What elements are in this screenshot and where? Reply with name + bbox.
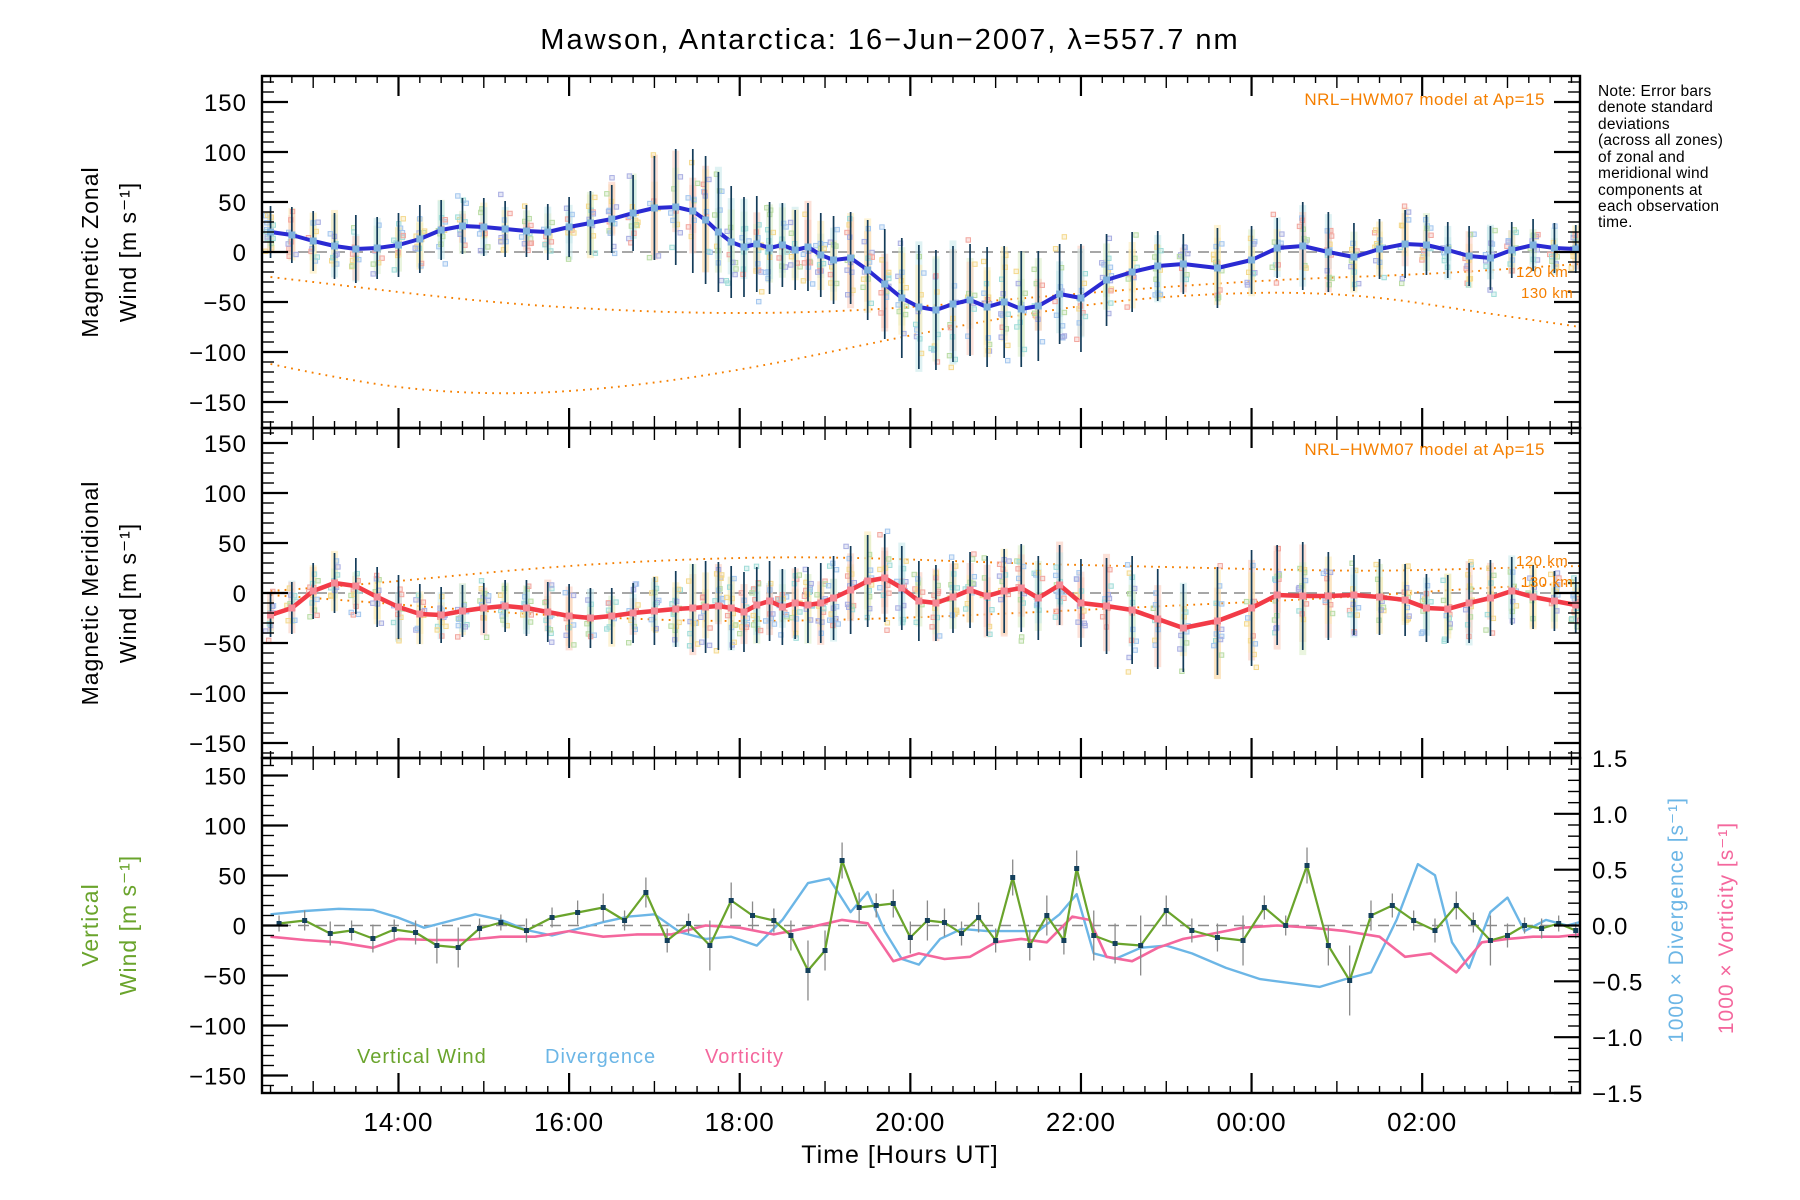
model-annotation-meridional: NRL−HWM07 model at Ap=15	[1304, 440, 1545, 459]
panel-1-content	[263, 149, 1579, 395]
tick-label: −1.0	[1592, 1025, 1643, 1052]
panel-2-content	[263, 528, 1579, 680]
tick-label: 02:00	[1387, 1107, 1457, 1137]
tick-label: 1.0	[1592, 802, 1628, 829]
panel-3-content	[263, 842, 1579, 1016]
legend-item-vertical-wind: Vertical Wind	[357, 1046, 487, 1068]
tick-label: −100	[189, 340, 247, 367]
tick-label: 14:00	[363, 1107, 433, 1137]
tick-label: 0	[233, 581, 247, 608]
tick-label: 1.5	[1592, 746, 1628, 773]
tick-label: 150	[204, 431, 247, 458]
tick-label: 100	[204, 481, 247, 508]
tick-label: 150	[204, 90, 247, 117]
tick-label: 100	[204, 140, 247, 167]
tick-label: 50	[218, 864, 247, 891]
right-axis-label-vorticity: 1000 × Vorticity [s⁻¹]	[1715, 821, 1738, 1035]
tick-label: −100	[189, 1014, 247, 1041]
meridional_model_120km-curve	[270, 556, 1579, 592]
tick-label: 150	[204, 764, 247, 791]
tick-label: −1.5	[1592, 1081, 1643, 1108]
legend-item-divergence: Divergence	[545, 1046, 657, 1068]
vorticity-line	[270, 915, 1579, 974]
tick-label: 0.5	[1592, 858, 1628, 885]
tick-label: −50	[203, 290, 247, 317]
model-altitude-label-zonal-130km: 130 km	[1521, 285, 1574, 302]
x-axis-label: Time [Hours UT]	[801, 1141, 999, 1169]
tick-label: 00:00	[1217, 1107, 1287, 1137]
note-text: Note: Error bars denote standard deviati…	[1598, 83, 1724, 232]
chart-title: Mawson, Antarctica: 16−Jun−2007, λ=557.7…	[540, 24, 1240, 56]
tick-label: 22:00	[1046, 1107, 1116, 1137]
tick-label: 100	[204, 814, 247, 841]
y-axis-label-vertical-line2: Wind [m s⁻¹]	[115, 854, 141, 996]
zonal-line	[270, 205, 1576, 312]
model-altitude-label-meridional-120km: 120 km	[1516, 553, 1569, 570]
tick-label: −0.5	[1592, 969, 1643, 996]
tick-label: −150	[189, 1064, 247, 1091]
tick-label: 16:00	[534, 1107, 604, 1137]
tick-label: 0.0	[1592, 914, 1628, 941]
model-altitude-label-meridional-130km: 130 km	[1521, 574, 1574, 591]
tick-label: 50	[218, 531, 247, 558]
tick-label: −150	[189, 731, 247, 758]
legend-item-vorticity: Vorticity	[705, 1046, 785, 1068]
tick-label: 50	[218, 190, 247, 217]
model-altitude-label-zonal-120km: 120 km	[1516, 264, 1569, 281]
tick-label: −50	[203, 631, 247, 658]
tick-label: −50	[203, 964, 247, 991]
right-axis-label-divergence: 1000 × Divergence [s⁻¹]	[1665, 797, 1688, 1043]
tick-label: 18:00	[705, 1107, 775, 1137]
divergence-line	[270, 862, 1579, 989]
tick-label: −100	[189, 681, 247, 708]
meridional-line	[269, 575, 1577, 631]
tick-label: 0	[233, 240, 247, 267]
y-axis-label-vertical-line1: Vertical	[77, 883, 103, 967]
tick-label: 20:00	[875, 1107, 945, 1137]
tick-label: −150	[189, 390, 247, 417]
tick-label: 0	[233, 914, 247, 941]
model-annotation-zonal: NRL−HWM07 model at Ap=15	[1304, 90, 1545, 109]
